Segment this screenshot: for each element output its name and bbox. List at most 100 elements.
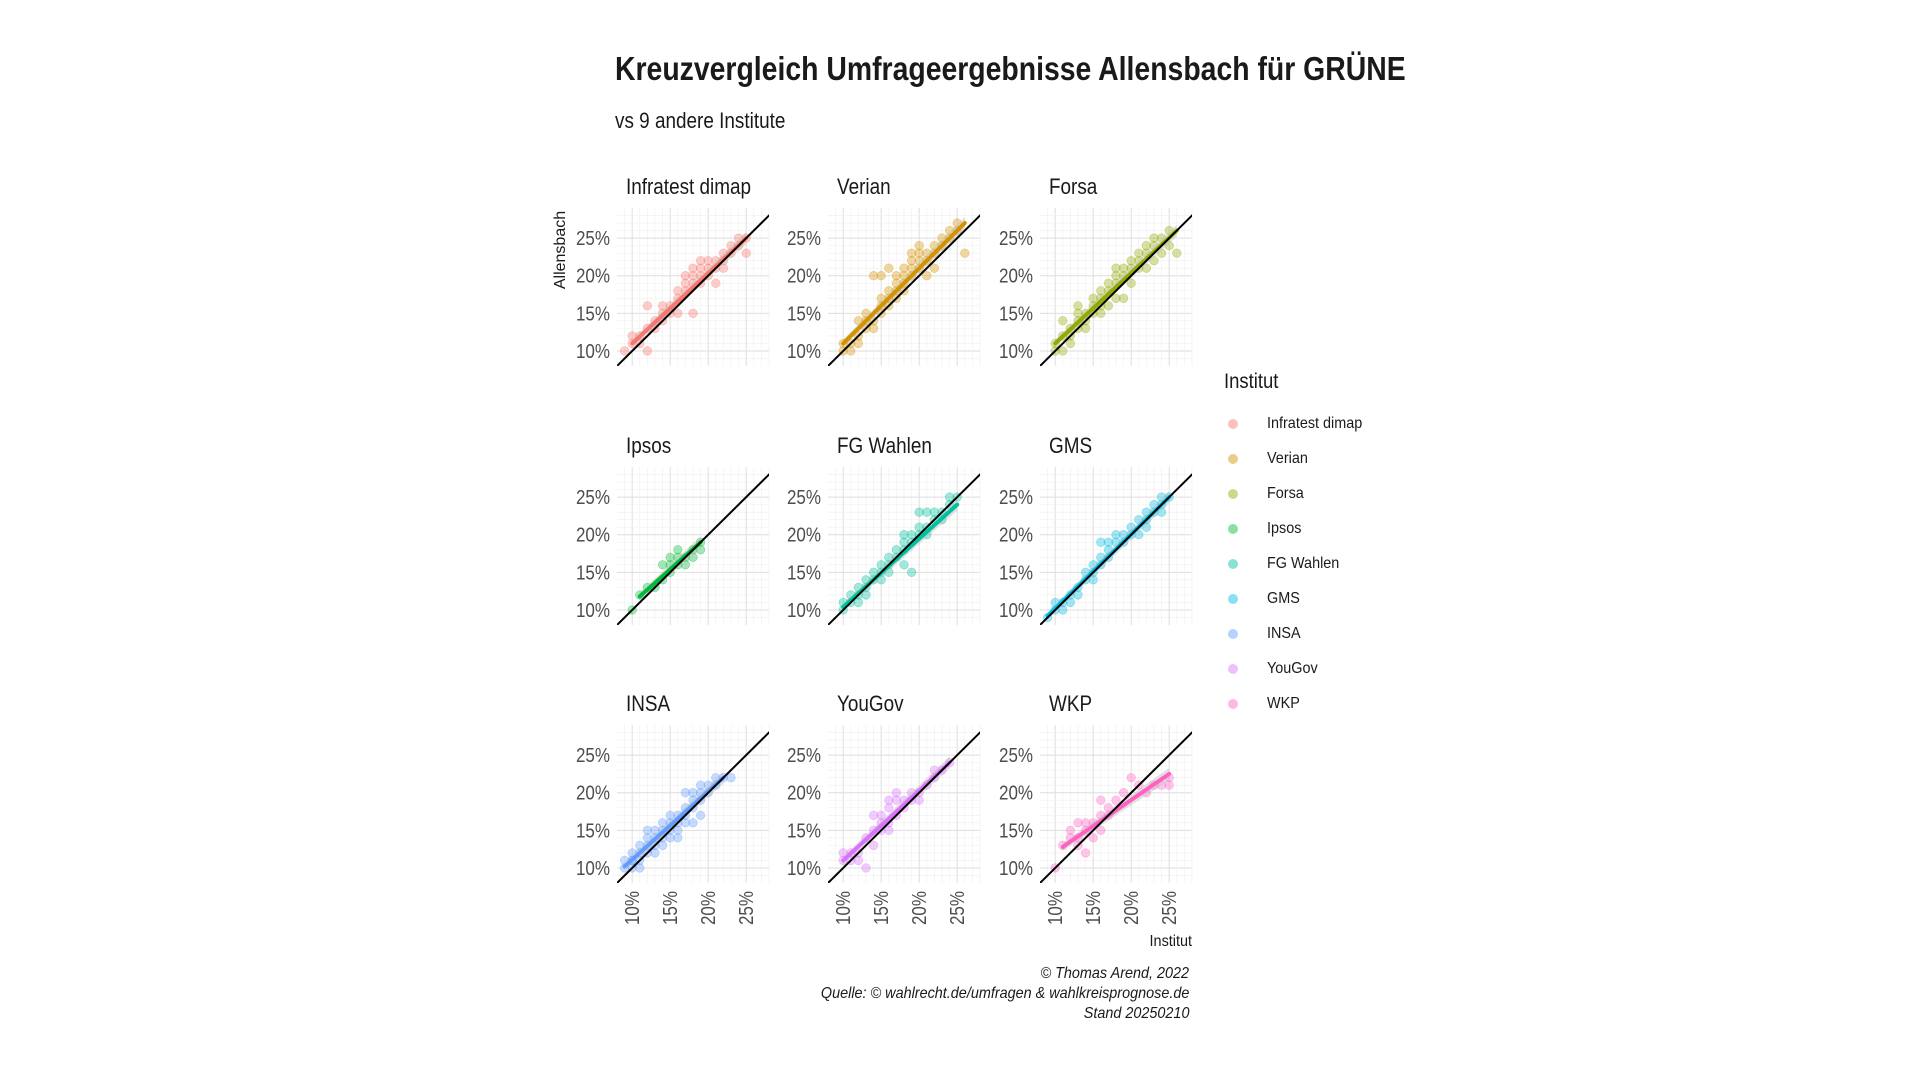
- facet-title: Ipsos: [626, 434, 671, 459]
- data-point: [1164, 225, 1174, 236]
- x-tick-label: 25%: [946, 891, 969, 925]
- data-point: [929, 507, 940, 517]
- data-point: [1058, 316, 1068, 326]
- y-tick-label: 15%: [576, 561, 610, 584]
- data-point: [1118, 788, 1129, 798]
- data-point: [635, 863, 645, 873]
- data-point: [1126, 255, 1136, 266]
- data-point: [1096, 286, 1106, 296]
- y-tick-label: 10%: [999, 599, 1033, 622]
- y-tick-label: 15%: [999, 561, 1033, 584]
- data-point: [891, 545, 902, 555]
- data-point: [899, 537, 909, 547]
- data-point: [906, 255, 917, 266]
- data-point: [899, 263, 909, 273]
- data-point: [922, 507, 932, 517]
- y-tick-label: 20%: [576, 264, 610, 287]
- data-point: [929, 240, 940, 251]
- data-point: [914, 507, 924, 517]
- reference-line-y-equals-x: [617, 214, 769, 366]
- data-point: [884, 795, 894, 805]
- data-point: [1149, 255, 1159, 266]
- data-point: [726, 772, 736, 783]
- data-point: [1103, 803, 1114, 813]
- data-point: [853, 597, 864, 608]
- legend-swatch: [1228, 699, 1238, 709]
- reference-line-y-equals-x: [828, 473, 980, 625]
- legend-label: GMS: [1267, 590, 1300, 607]
- panel-marks: [617, 731, 769, 883]
- data-point: [952, 218, 962, 228]
- y-tick-label: 20%: [999, 781, 1033, 804]
- data-point: [1088, 293, 1098, 303]
- y-tick-label: 20%: [999, 264, 1033, 287]
- data-point: [884, 803, 894, 813]
- data-point: [673, 545, 683, 555]
- data-point: [657, 301, 668, 311]
- data-point: [861, 308, 871, 319]
- data-point: [1103, 301, 1114, 311]
- data-point: [891, 278, 902, 288]
- data-point: [680, 271, 691, 281]
- legend-label: YouGov: [1267, 660, 1318, 677]
- data-point: [1065, 825, 1076, 836]
- legend-label: INSA: [1267, 625, 1301, 642]
- caption-source: Quelle: © wahlrecht.de/umfragen & wahlkr…: [820, 985, 1189, 1002]
- y-tick-label: 10%: [576, 599, 610, 622]
- data-point: [695, 810, 706, 820]
- reference-line-y-equals-x: [1040, 731, 1192, 883]
- data-point: [899, 560, 909, 570]
- legend-label: Ipsos: [1267, 520, 1302, 537]
- legend-swatch: [1228, 664, 1238, 674]
- data-point: [876, 575, 886, 585]
- data-point: [1111, 263, 1121, 273]
- data-point: [906, 530, 917, 540]
- data-point: [846, 346, 856, 356]
- data-point: [657, 560, 668, 570]
- data-point: [1141, 263, 1152, 273]
- x-tick-label: 10%: [832, 891, 855, 925]
- data-point: [650, 848, 660, 858]
- data-point: [1073, 590, 1083, 600]
- y-tick-label: 20%: [787, 523, 821, 546]
- legend-label: Verian: [1267, 450, 1308, 467]
- y-tick-label: 10%: [576, 857, 610, 880]
- x-tick-label: 25%: [1158, 891, 1181, 925]
- data-point: [906, 248, 917, 258]
- y-tick-label: 10%: [999, 857, 1033, 880]
- y-tick-label: 10%: [576, 340, 610, 363]
- data-point: [1118, 263, 1129, 273]
- data-point: [1103, 278, 1114, 288]
- data-point: [884, 286, 894, 296]
- legend-item: YouGov: [1228, 657, 1323, 681]
- legend-swatch: [1228, 419, 1238, 429]
- data-point: [1096, 308, 1106, 319]
- data-point: [914, 795, 924, 805]
- y-axis-title: Allensbach: [552, 211, 569, 289]
- facet-panel-3: Forsa 10% 15% 20% 25%: [999, 175, 1193, 366]
- data-point: [944, 225, 955, 236]
- panel-marks: [1040, 214, 1192, 366]
- data-point: [884, 825, 894, 836]
- x-tick-label: 20%: [908, 891, 931, 925]
- data-point: [1096, 825, 1106, 836]
- reference-line-y-equals-x: [1040, 473, 1192, 625]
- y-tick-label: 25%: [999, 744, 1033, 767]
- y-tick-label: 25%: [787, 744, 821, 767]
- data-point: [914, 248, 924, 258]
- y-tick-label: 20%: [576, 523, 610, 546]
- data-point: [657, 818, 668, 828]
- x-tick-label: 10%: [1044, 891, 1067, 925]
- caption-author: © Thomas Arend, 2022: [1040, 965, 1189, 982]
- y-tick-label: 25%: [576, 486, 610, 509]
- data-point: [1164, 240, 1174, 251]
- y-tick-label: 20%: [999, 523, 1033, 546]
- data-point: [1141, 522, 1152, 532]
- data-point: [1103, 537, 1114, 547]
- data-point: [1111, 293, 1121, 303]
- y-tick-label: 15%: [576, 819, 610, 842]
- facet-panel-7: INSA 10% 15% 20% 25% 10% 15% 20% 25%: [576, 692, 770, 925]
- data-point: [703, 255, 713, 266]
- data-point: [642, 301, 653, 311]
